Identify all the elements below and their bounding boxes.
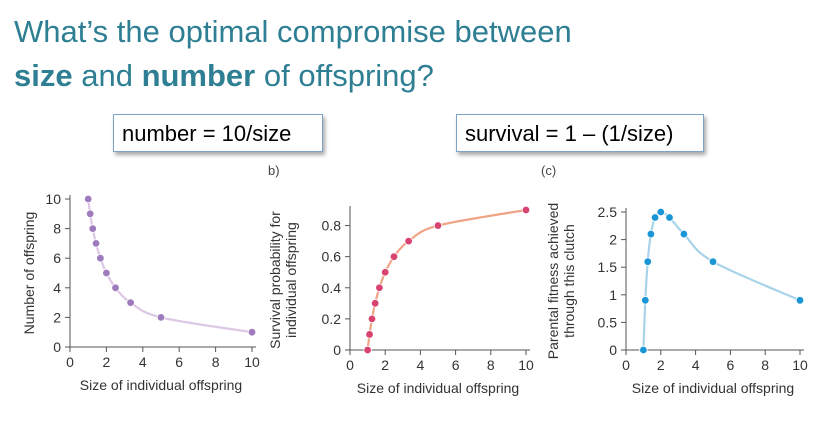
y-tick-label: 2 xyxy=(609,232,617,248)
data-point xyxy=(365,330,374,339)
x-tick-label: 2 xyxy=(657,357,665,373)
x-tick-label: 10 xyxy=(518,357,534,373)
title-number-word: number xyxy=(141,58,256,93)
y-tick-label: 0 xyxy=(333,342,341,358)
y-axis-label: Number of offspring xyxy=(21,212,37,335)
y-tick-label: 1 xyxy=(609,287,617,303)
data-point xyxy=(111,283,120,292)
series-line xyxy=(642,210,801,351)
data-point xyxy=(646,229,656,239)
y-tick-label: 0.4 xyxy=(322,280,342,296)
x-tick-label: 2 xyxy=(381,357,389,373)
data-point xyxy=(389,252,399,261)
series-line xyxy=(366,208,527,351)
y-tick-label: 0.6 xyxy=(322,249,342,265)
data-point xyxy=(91,239,101,248)
x-tick-label: 0 xyxy=(66,354,74,370)
survival-formula-box: survival = 1 – (1/size) xyxy=(456,114,704,152)
data-point xyxy=(102,268,111,278)
y-tick-label: 2 xyxy=(53,309,61,325)
x-tick-label: 0 xyxy=(622,357,630,373)
title-size-word: size xyxy=(14,58,73,93)
data-point xyxy=(641,296,650,305)
data-point xyxy=(83,194,93,204)
y-tick-label: 10 xyxy=(45,191,61,207)
x-tick-label: 6 xyxy=(452,357,460,373)
chart-3: 0 2 4 6 8 10 0 0.5 1 1.5 2 2.5 Size of individual of… xyxy=(545,203,808,396)
title-line-1: What’s the optimal compromise between xyxy=(14,14,572,49)
y-tick-label: 2.5 xyxy=(598,204,618,220)
y-tick-label: 0 xyxy=(53,339,61,355)
data-point xyxy=(795,296,805,305)
data-point xyxy=(521,205,531,215)
chart-2: 0 2 4 6 8 10 0 0.2 0.4 0.6 0.8 Size of individual o… xyxy=(267,205,534,396)
page-title: What’s the optimal compromise between si… xyxy=(14,10,572,98)
x-axis-label: Size of individual offspring xyxy=(80,377,242,393)
panel-tag-b: b) xyxy=(268,163,280,178)
data-point xyxy=(88,224,97,233)
y-tick-label: 0 xyxy=(609,342,617,358)
data-point xyxy=(86,209,95,218)
data-point xyxy=(679,229,689,239)
data-point xyxy=(367,314,377,324)
y-tick-label: 8 xyxy=(53,221,61,237)
y-tick-label: 0.8 xyxy=(322,218,342,234)
y-axis-label: Parental fitness achievedthrough this cl… xyxy=(545,203,577,359)
x-tick-label: 2 xyxy=(103,354,111,370)
x-tick-label: 8 xyxy=(761,357,769,373)
data-point xyxy=(639,345,648,355)
data-point xyxy=(156,313,166,322)
number-formula-box: number = 10/size xyxy=(113,114,323,152)
data-point xyxy=(708,257,718,266)
title-and-word: and xyxy=(72,58,142,93)
y-tick-label: 6 xyxy=(53,250,61,266)
x-tick-label: 6 xyxy=(175,354,183,370)
x-tick-label: 8 xyxy=(487,357,495,373)
data-point xyxy=(650,213,660,222)
panel-tag-c: (c) xyxy=(541,163,557,178)
data-point xyxy=(126,298,135,307)
x-tick-label: 4 xyxy=(417,357,425,373)
y-tick-label: 0.5 xyxy=(598,314,618,330)
x-tick-label: 10 xyxy=(792,357,808,373)
x-tick-label: 0 xyxy=(346,357,354,373)
title-rest: of offspring? xyxy=(255,58,434,93)
data-point xyxy=(665,213,674,222)
y-axis-label: Survival probability forindividual offsp… xyxy=(267,211,299,349)
data-point xyxy=(404,236,413,246)
data-point xyxy=(247,328,257,337)
data-point xyxy=(381,268,390,277)
x-tick-label: 10 xyxy=(244,354,260,370)
data-point xyxy=(433,221,443,230)
y-tick-label: 1.5 xyxy=(598,259,618,275)
data-point xyxy=(375,283,384,292)
x-tick-label: 8 xyxy=(212,354,220,370)
data-point xyxy=(643,257,652,266)
series-line xyxy=(87,198,253,334)
y-tick-label: 4 xyxy=(53,280,61,296)
x-axis-label: Size of individual offspring xyxy=(632,380,794,396)
data-point xyxy=(370,299,380,308)
x-tick-label: 4 xyxy=(692,357,700,373)
x-tick-label: 6 xyxy=(727,357,735,373)
data-point xyxy=(363,345,372,355)
data-point xyxy=(96,254,105,263)
x-axis-label: Size of individual offspring xyxy=(357,380,519,396)
data-point xyxy=(656,207,665,217)
x-tick-label: 4 xyxy=(139,354,147,370)
y-tick-label: 0.2 xyxy=(322,311,342,327)
